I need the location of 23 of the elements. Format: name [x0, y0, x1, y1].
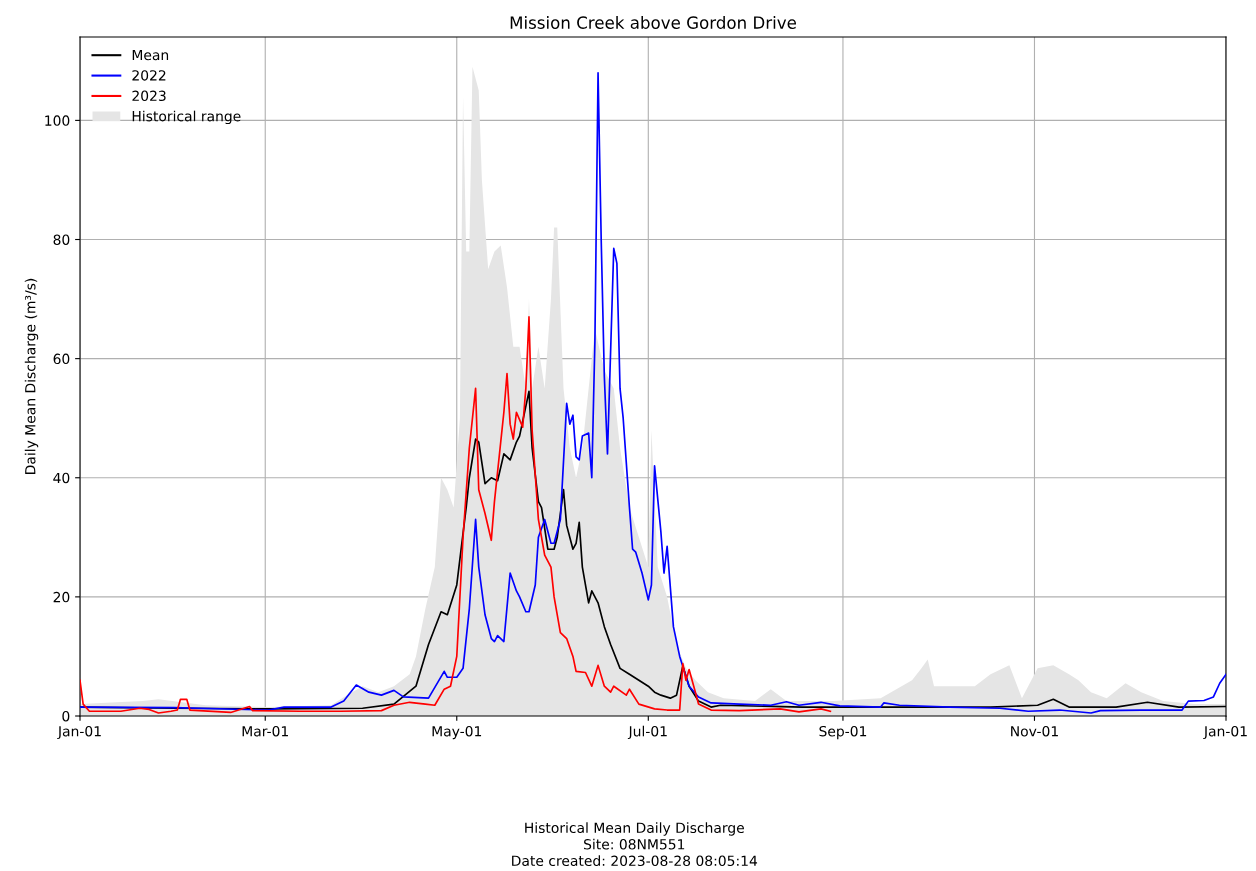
text: Historical Mean Daily Discharge	[525, 822, 744, 836]
text: Date created: 2023-08-28 08:05:14	[512, 855, 758, 867]
x-tick-label: Sep-01	[819, 725, 867, 740]
legend-label: Mean	[132, 49, 169, 61]
x-tick-label: Mar-01	[242, 725, 288, 737]
x-tick-label: Jan-01	[1203, 725, 1247, 740]
line-series	[80, 316, 832, 714]
legend-label: Historical range	[132, 110, 241, 125]
legend-label: 2023	[132, 90, 166, 102]
x-tick-label: May-01	[432, 725, 482, 740]
y-tick-label: 80	[53, 234, 70, 245]
y-tick-label: 0	[62, 710, 70, 722]
y-tick-label: 60	[53, 353, 70, 365]
y-tick-label: 20	[53, 591, 70, 603]
chart-title: Mission Creek above Gordon Drive	[510, 16, 796, 29]
y-tick-label: 100	[45, 115, 70, 126]
text: Site: 08NM551	[584, 838, 685, 850]
x-tick-label: Jul-01	[627, 725, 667, 740]
x-tick-label: Jan-01	[57, 725, 101, 740]
legend-label: 2022	[132, 70, 166, 81]
y-axis-title: Daily Mean Discharge (m³/s)	[24, 278, 39, 474]
y-tick-label: 40	[53, 472, 70, 484]
x-tick-label: Nov-01	[1011, 725, 1058, 737]
